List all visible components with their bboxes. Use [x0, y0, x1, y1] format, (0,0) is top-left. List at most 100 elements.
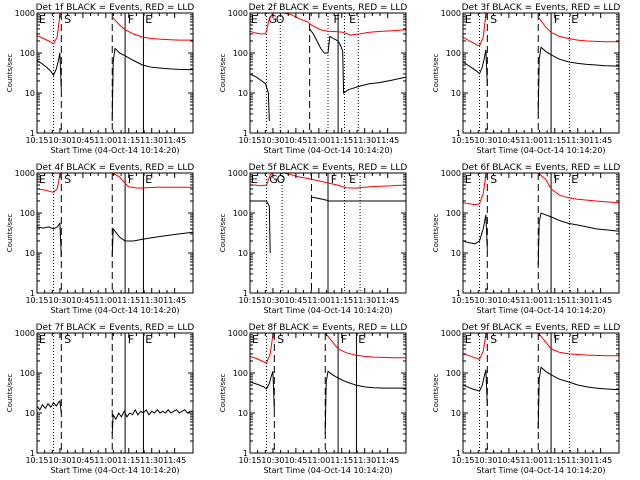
y-tick-label: 10	[451, 409, 461, 418]
y-axis-label: Counts/sec	[432, 374, 440, 413]
x-tick-label: 11:30	[140, 136, 163, 145]
region-letter: F	[128, 333, 134, 346]
x-tick-label: 11:15	[117, 296, 140, 305]
y-tick-label: 100	[20, 49, 35, 58]
y-tick-label: 100	[233, 369, 248, 378]
region-letter: E	[251, 13, 258, 26]
series-lld-line	[537, 333, 619, 357]
region-letter: E	[39, 173, 46, 186]
x-tick-label: 11:30	[566, 136, 589, 145]
y-tick-label: 100	[233, 49, 248, 58]
x-tick-label: 11:45	[163, 456, 186, 465]
region-letter: E	[145, 13, 152, 26]
y-tick-label: 1000	[441, 169, 461, 178]
x-tick-label: 10:15	[238, 136, 261, 145]
x-axis-label: Start Time (04-Oct-14 10:14:20)	[476, 306, 605, 315]
series-lld-line	[537, 16, 619, 43]
region-letter: S	[490, 13, 497, 26]
y-axis-label: Counts/sec	[6, 374, 14, 413]
x-tick-label: 10:30	[261, 136, 284, 145]
x-tick-label: 11:00	[307, 296, 330, 305]
panel-series-group	[37, 399, 193, 434]
y-tick-label: 100	[20, 209, 35, 218]
region-letter: F	[554, 13, 560, 26]
region-letter: E	[39, 333, 46, 346]
x-axis-label: Start Time (04-Oct-14 10:14:20)	[50, 146, 179, 155]
y-tick-label: 1	[243, 289, 248, 298]
y-axis-label: Counts/sec	[6, 214, 14, 253]
panel-title: Det 3f BLACK = Events, RED = LLD	[462, 3, 621, 13]
region-letter: F	[334, 13, 340, 26]
x-axis-label: Start Time (04-Oct-14 10:14:20)	[263, 466, 392, 475]
y-tick-label: 10	[238, 89, 248, 98]
x-tick-label: 11:15	[117, 136, 140, 145]
series-events-line	[463, 49, 488, 87]
x-tick-label: 11:45	[589, 296, 612, 305]
y-axis-label: Counts/sec	[6, 54, 14, 93]
series-lld-line	[250, 173, 406, 189]
y-tick-label: 100	[446, 49, 461, 58]
y-tick-label: 1000	[228, 169, 248, 178]
panel-title: Det 2f BLACK = Events, RED = LLD	[249, 3, 408, 13]
y-tick-label: 10	[25, 409, 35, 418]
series-lld-line	[250, 13, 406, 36]
region-letter: E	[358, 333, 365, 346]
panel-series-group	[463, 173, 619, 266]
panel-series-group	[37, 173, 193, 257]
x-tick-label: 10:30	[474, 136, 497, 145]
y-tick-label: 1	[30, 129, 35, 138]
panel-series-group	[250, 173, 406, 254]
x-axis-label: Start Time (04-Oct-14 10:14:20)	[263, 146, 392, 155]
y-tick-label: 1000	[441, 329, 461, 338]
x-tick-label: 10:45	[284, 296, 307, 305]
y-tick-label: 1	[243, 129, 248, 138]
x-tick-label: 11:00	[94, 296, 117, 305]
panel-title: Det 1f BLACK = Events, RED = LLD	[36, 3, 195, 13]
x-tick-label: 11:30	[353, 136, 376, 145]
x-axis-label: Start Time (04-Oct-14 10:14:20)	[263, 306, 392, 315]
region-letter: F	[128, 173, 134, 186]
y-tick-label: 10	[238, 249, 248, 258]
x-tick-label: 10:15	[451, 296, 474, 305]
y-tick-label: 1	[243, 449, 248, 458]
series-events-line	[537, 366, 619, 429]
series-events-line	[537, 212, 619, 266]
region-letter: S	[490, 173, 497, 186]
region-letter: E	[571, 333, 578, 346]
region-letter: E	[145, 173, 152, 186]
x-tick-label: 10:15	[238, 296, 261, 305]
plot-frame	[36, 332, 194, 454]
panel-title: Det 4f BLACK = Events, RED = LLD	[36, 163, 195, 173]
region-letter: E	[251, 173, 258, 186]
region-letter: G	[269, 173, 278, 186]
series-events-line	[37, 52, 62, 90]
x-axis-label: Start Time (04-Oct-14 10:14:20)	[50, 306, 179, 315]
x-tick-label: 11:00	[520, 136, 543, 145]
plot-frame	[249, 172, 407, 294]
y-tick-label: 100	[233, 209, 248, 218]
x-tick-label: 11:15	[330, 136, 353, 145]
region-letter: F	[341, 333, 347, 346]
y-tick-label: 1	[456, 449, 461, 458]
x-tick-label: 11:30	[353, 296, 376, 305]
y-tick-label: 1000	[15, 169, 35, 178]
region-letter: F	[554, 173, 560, 186]
plot-frame	[462, 12, 620, 134]
x-axis-label: Start Time (04-Oct-14 10:14:20)	[476, 146, 605, 155]
region-letter: F	[554, 333, 560, 346]
x-tick-label: 10:15	[25, 296, 48, 305]
y-tick-label: 1	[456, 289, 461, 298]
region-letter: F	[331, 173, 337, 186]
series-events-line	[37, 222, 62, 257]
region-letter: S	[64, 13, 71, 26]
region-letter: E	[465, 173, 472, 186]
x-tick-label: 11:30	[566, 456, 589, 465]
x-tick-label: 11:30	[140, 456, 163, 465]
